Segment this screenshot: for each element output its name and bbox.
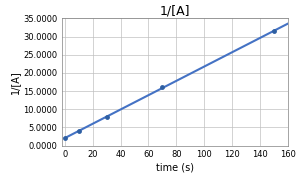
Y-axis label: 1/[A]: 1/[A] xyxy=(10,70,20,94)
Title: 1/[A]: 1/[A] xyxy=(160,4,190,17)
X-axis label: time (s): time (s) xyxy=(156,162,194,172)
